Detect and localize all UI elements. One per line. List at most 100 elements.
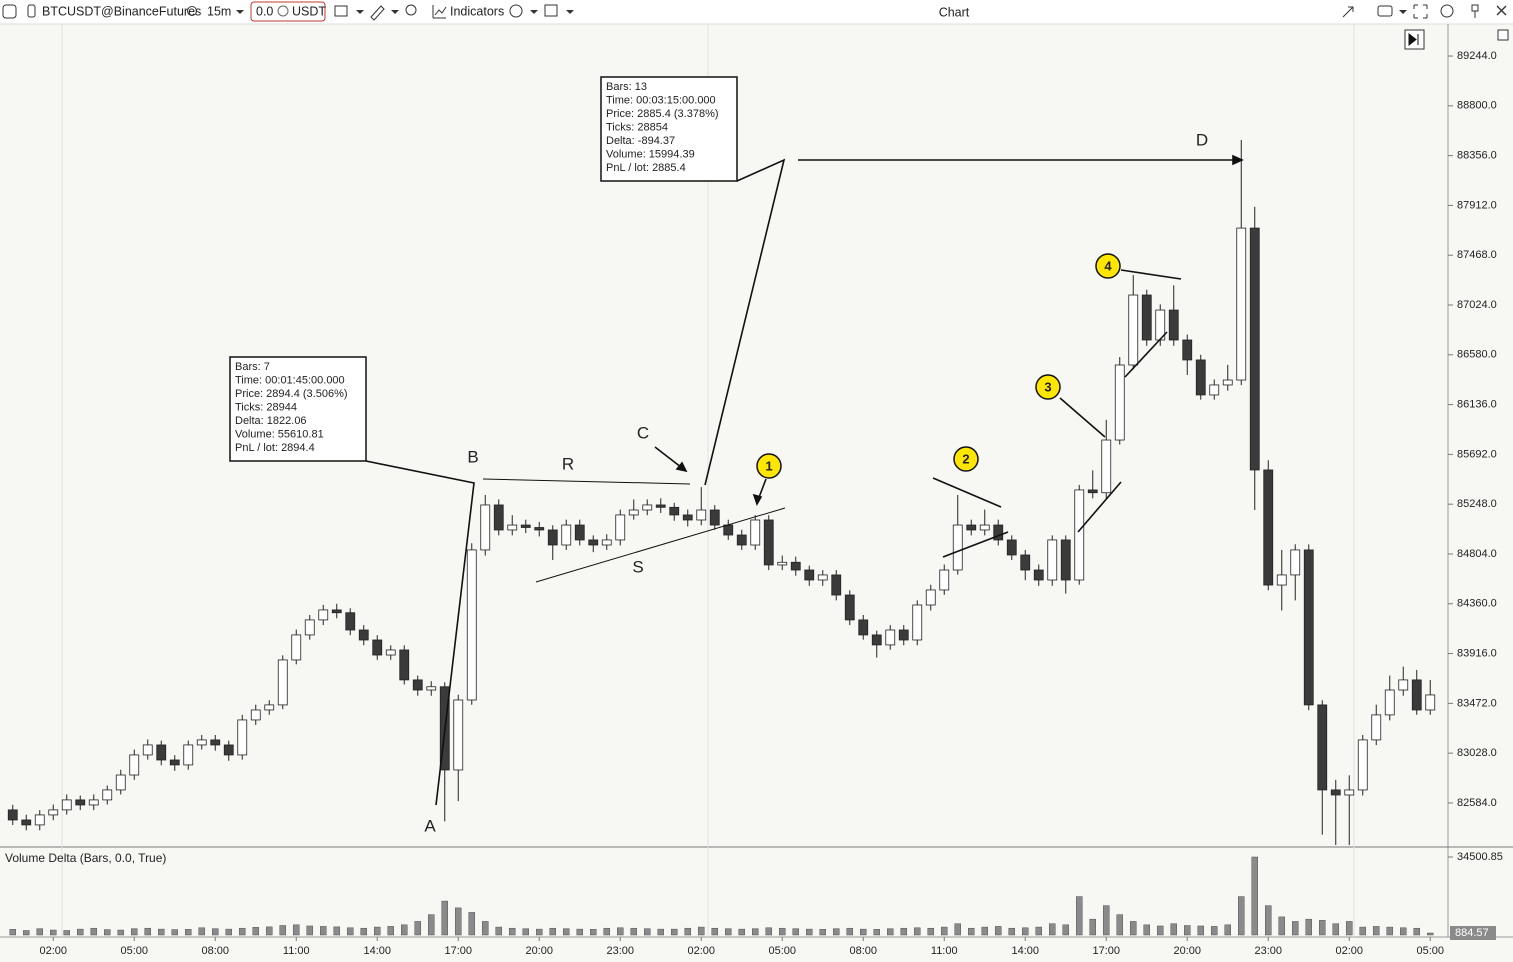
- volume-bar: [1035, 926, 1042, 936]
- candle-body: [1263, 469, 1274, 586]
- volume-bar: [833, 928, 840, 936]
- candle-body: [628, 509, 639, 516]
- volume-bar: [9, 929, 16, 936]
- x-tick-label: 02:00: [39, 945, 67, 957]
- volume-bar: [509, 927, 516, 936]
- volume-bar: [212, 928, 219, 936]
- volume-bar: [414, 921, 421, 936]
- pane-flag[interactable]: [1497, 29, 1509, 41]
- candle-body: [1398, 679, 1409, 691]
- measure-text: PnL / lot: 2894.4: [235, 442, 315, 454]
- pin-icon[interactable]: [1471, 4, 1479, 18]
- detach-icon[interactable]: [1342, 6, 1354, 18]
- drawings: [365, 154, 1244, 806]
- layout-icon[interactable]: [544, 4, 558, 17]
- candle-body: [331, 609, 342, 614]
- x-tick-label: 05:00: [120, 945, 148, 957]
- volume-bar: [239, 927, 246, 936]
- arrowhead: [1232, 154, 1244, 166]
- candle-body: [156, 744, 167, 761]
- volume-bar: [711, 927, 718, 936]
- zoom-icon[interactable]: [405, 4, 417, 16]
- candle-body: [979, 524, 990, 531]
- candle-body: [561, 524, 572, 546]
- volume-bar: [1386, 926, 1393, 936]
- measure-text: Volume: 55610.81: [235, 428, 324, 440]
- candle-body: [750, 519, 761, 546]
- x-tick-label: 23:00: [606, 945, 634, 957]
- crosshair-icon[interactable]: [509, 4, 523, 18]
- volume-bar: [23, 930, 30, 936]
- marker: [1095, 253, 1121, 279]
- volume-bar: [927, 927, 934, 936]
- candle-body: [1101, 439, 1112, 494]
- candle-body: [696, 509, 707, 521]
- draw-icon[interactable]: [370, 5, 385, 21]
- y-tick-label: 83028.0: [1457, 747, 1497, 759]
- volume-bar: [131, 928, 138, 936]
- x-tick-label: 14:00: [1011, 945, 1039, 957]
- screenshot-icon[interactable]: [1377, 5, 1393, 17]
- volume-bar: [873, 929, 880, 936]
- dropdown-arrow[interactable]: [566, 10, 574, 14]
- search-icon[interactable]: [187, 6, 197, 16]
- measure-line: [704, 158, 786, 486]
- candle-body: [655, 504, 666, 508]
- arrowhead: [675, 461, 688, 473]
- volume-bar: [36, 928, 43, 936]
- candle-body: [1033, 569, 1044, 581]
- candle-body: [7, 809, 18, 821]
- timeframe[interactable]: 15m: [207, 4, 231, 18]
- dropdown-arrow[interactable]: [236, 10, 244, 14]
- candle-body: [1060, 539, 1071, 581]
- marker: [1035, 374, 1061, 400]
- measure-text: PnL / lot: 2885.4: [606, 162, 686, 174]
- candle-body: [1330, 789, 1341, 796]
- volume-bar: [738, 928, 745, 936]
- dropdown-arrow[interactable]: [1399, 10, 1407, 14]
- symbol[interactable]: BTCUSDT@BinanceFutures: [42, 4, 201, 18]
- volume-bar: [387, 926, 394, 936]
- y-tick-label: 88356.0: [1457, 150, 1497, 162]
- window-title: Chart: [939, 5, 970, 19]
- volume-bar: [1197, 925, 1204, 936]
- volume-bar: [306, 925, 313, 936]
- measure-box: [600, 76, 738, 182]
- candle-body: [21, 819, 32, 826]
- currency[interactable]: USDT: [292, 4, 326, 18]
- volume-bar: [1130, 921, 1137, 936]
- candle-body: [709, 509, 720, 526]
- close-icon[interactable]: [1496, 5, 1507, 16]
- candle-body: [858, 619, 869, 636]
- volume-bar: [266, 926, 273, 936]
- candle-body: [547, 529, 558, 546]
- scroll-to-end-icon[interactable]: [1408, 32, 1419, 47]
- measure-box: [229, 356, 367, 462]
- dropdown-arrow[interactable]: [391, 10, 399, 14]
- measure-text: Ticks: 28854: [606, 121, 668, 133]
- candle-body: [75, 799, 86, 806]
- volume-bar: [1116, 914, 1123, 936]
- dropdown-arrow[interactable]: [530, 10, 538, 14]
- candle-body: [763, 519, 774, 566]
- volume-bar: [860, 928, 867, 936]
- volume-bar: [1346, 921, 1353, 936]
- indicators-icon[interactable]: [432, 5, 447, 19]
- candle-body: [1371, 714, 1382, 741]
- quantity[interactable]: 0.0: [256, 4, 273, 18]
- logo[interactable]: [2, 4, 17, 19]
- measure-text: Price: 2894.4 (3.506%): [235, 388, 348, 400]
- candle-body: [912, 604, 923, 641]
- x-tick-label: 08:00: [201, 945, 229, 957]
- volume-bar: [158, 928, 165, 936]
- template-icon[interactable]: [334, 5, 348, 17]
- volume-bar: [630, 927, 637, 936]
- indicators-button[interactable]: Indicators: [450, 4, 504, 18]
- volume-bar: [1049, 923, 1056, 936]
- candle-body: [507, 524, 518, 531]
- fullscreen-icon[interactable]: [1413, 4, 1428, 19]
- settings-icon[interactable]: [1440, 4, 1454, 18]
- symbol-icon: [27, 4, 36, 18]
- candle-body: [183, 744, 194, 766]
- dropdown-arrow[interactable]: [356, 10, 364, 14]
